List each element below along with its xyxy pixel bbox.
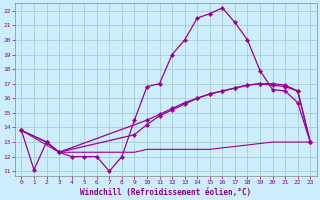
X-axis label: Windchill (Refroidissement éolien,°C): Windchill (Refroidissement éolien,°C) <box>80 188 252 197</box>
